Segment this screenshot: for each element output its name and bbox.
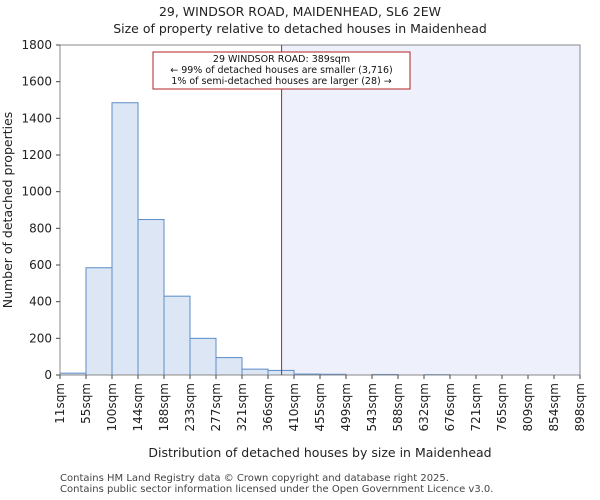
bar-277sqm xyxy=(215,357,243,376)
x-tick-label: 499sqm xyxy=(339,383,353,431)
y-tick-label: 200 xyxy=(29,331,52,345)
x-tick-label: 410sqm xyxy=(287,383,301,431)
annotation-line1: 29 WINDSOR ROAD: 389sqm xyxy=(213,54,350,65)
property-annotation: 29 WINDSOR ROAD: 389sqm ← 99% of detache… xyxy=(152,51,411,90)
x-axis-label: Distribution of detached houses by size … xyxy=(148,445,491,460)
chart-title-line2: Size of property relative to detached ho… xyxy=(113,21,487,36)
x-tick-label: 765sqm xyxy=(495,383,509,431)
chart-title: 29, WINDSOR ROAD, MAIDENHEAD, SL6 2EW Si… xyxy=(0,3,600,37)
x-tick-label: 144sqm xyxy=(131,383,145,431)
x-tick-label: 632sqm xyxy=(417,383,431,431)
y-tick-label: 0 xyxy=(44,368,52,382)
y-tick-label: 600 xyxy=(29,258,52,272)
x-tick-label: 188sqm xyxy=(157,383,171,431)
x-tick-label: 854sqm xyxy=(547,383,561,431)
x-tick-label: 55sqm xyxy=(79,383,93,424)
x-tick-label: 100sqm xyxy=(105,383,119,431)
x-tick-label: 676sqm xyxy=(443,383,457,431)
bar-188sqm xyxy=(163,295,191,376)
x-axis-ticks: 11sqm 55sqm 100sqm 144sqm 188sqm 233sqm 277sqm… xyxy=(53,375,587,431)
larger-properties-region xyxy=(281,45,580,375)
chart-title-line1: 29, WINDSOR ROAD, MAIDENHEAD, SL6 2EW xyxy=(158,4,442,19)
y-tick-label: 1600 xyxy=(21,75,52,89)
y-tick-label: 1000 xyxy=(21,185,52,199)
x-tick-label: 588sqm xyxy=(391,383,405,431)
y-tick-label: 1400 xyxy=(21,111,52,125)
annotation-line2: ← 99% of detached houses are smaller (3,… xyxy=(170,65,393,76)
bar-233sqm xyxy=(189,337,217,376)
y-tick-label: 1800 xyxy=(21,38,52,52)
bar-366sqm xyxy=(267,369,295,376)
x-tick-label: 277sqm xyxy=(209,383,223,431)
y-axis-ticks: 0 200 400 600 800 1000 1200 1400 1600 1800 xyxy=(21,38,60,382)
y-axis-label: Number of detached properties xyxy=(0,112,15,309)
footer-line2: Contains public sector information licen… xyxy=(60,484,494,495)
bar-55sqm xyxy=(85,267,113,376)
y-tick-label: 800 xyxy=(29,221,52,235)
bar-321sqm xyxy=(241,368,269,376)
x-tick-label: 543sqm xyxy=(365,383,379,431)
x-tick-label: 898sqm xyxy=(573,383,587,431)
x-tick-label: 366sqm xyxy=(261,383,275,431)
annotation-box xyxy=(152,51,411,90)
x-tick-label: 721sqm xyxy=(469,383,483,431)
bar-144sqm xyxy=(137,219,165,376)
y-tick-label: 400 xyxy=(29,295,52,309)
histogram-chart: 0 200 400 600 800 1000 1200 1400 1600 1800 11sqm 5… xyxy=(0,38,587,460)
bars-group xyxy=(59,102,451,376)
x-tick-label: 809sqm xyxy=(521,383,535,431)
x-tick-label: 233sqm xyxy=(183,383,197,431)
bar-100sqm xyxy=(111,102,139,376)
footer: Contains HM Land Registry data © Crown c… xyxy=(60,473,493,495)
annotation-line3: 1% of semi-detached houses are larger (2… xyxy=(171,76,391,87)
y-tick-label: 1200 xyxy=(21,148,52,162)
x-tick-label: 11sqm xyxy=(53,383,67,424)
x-tick-label: 455sqm xyxy=(313,383,327,431)
footer-line1: Contains HM Land Registry data © Crown c… xyxy=(60,473,449,484)
x-tick-label: 321sqm xyxy=(235,383,249,431)
